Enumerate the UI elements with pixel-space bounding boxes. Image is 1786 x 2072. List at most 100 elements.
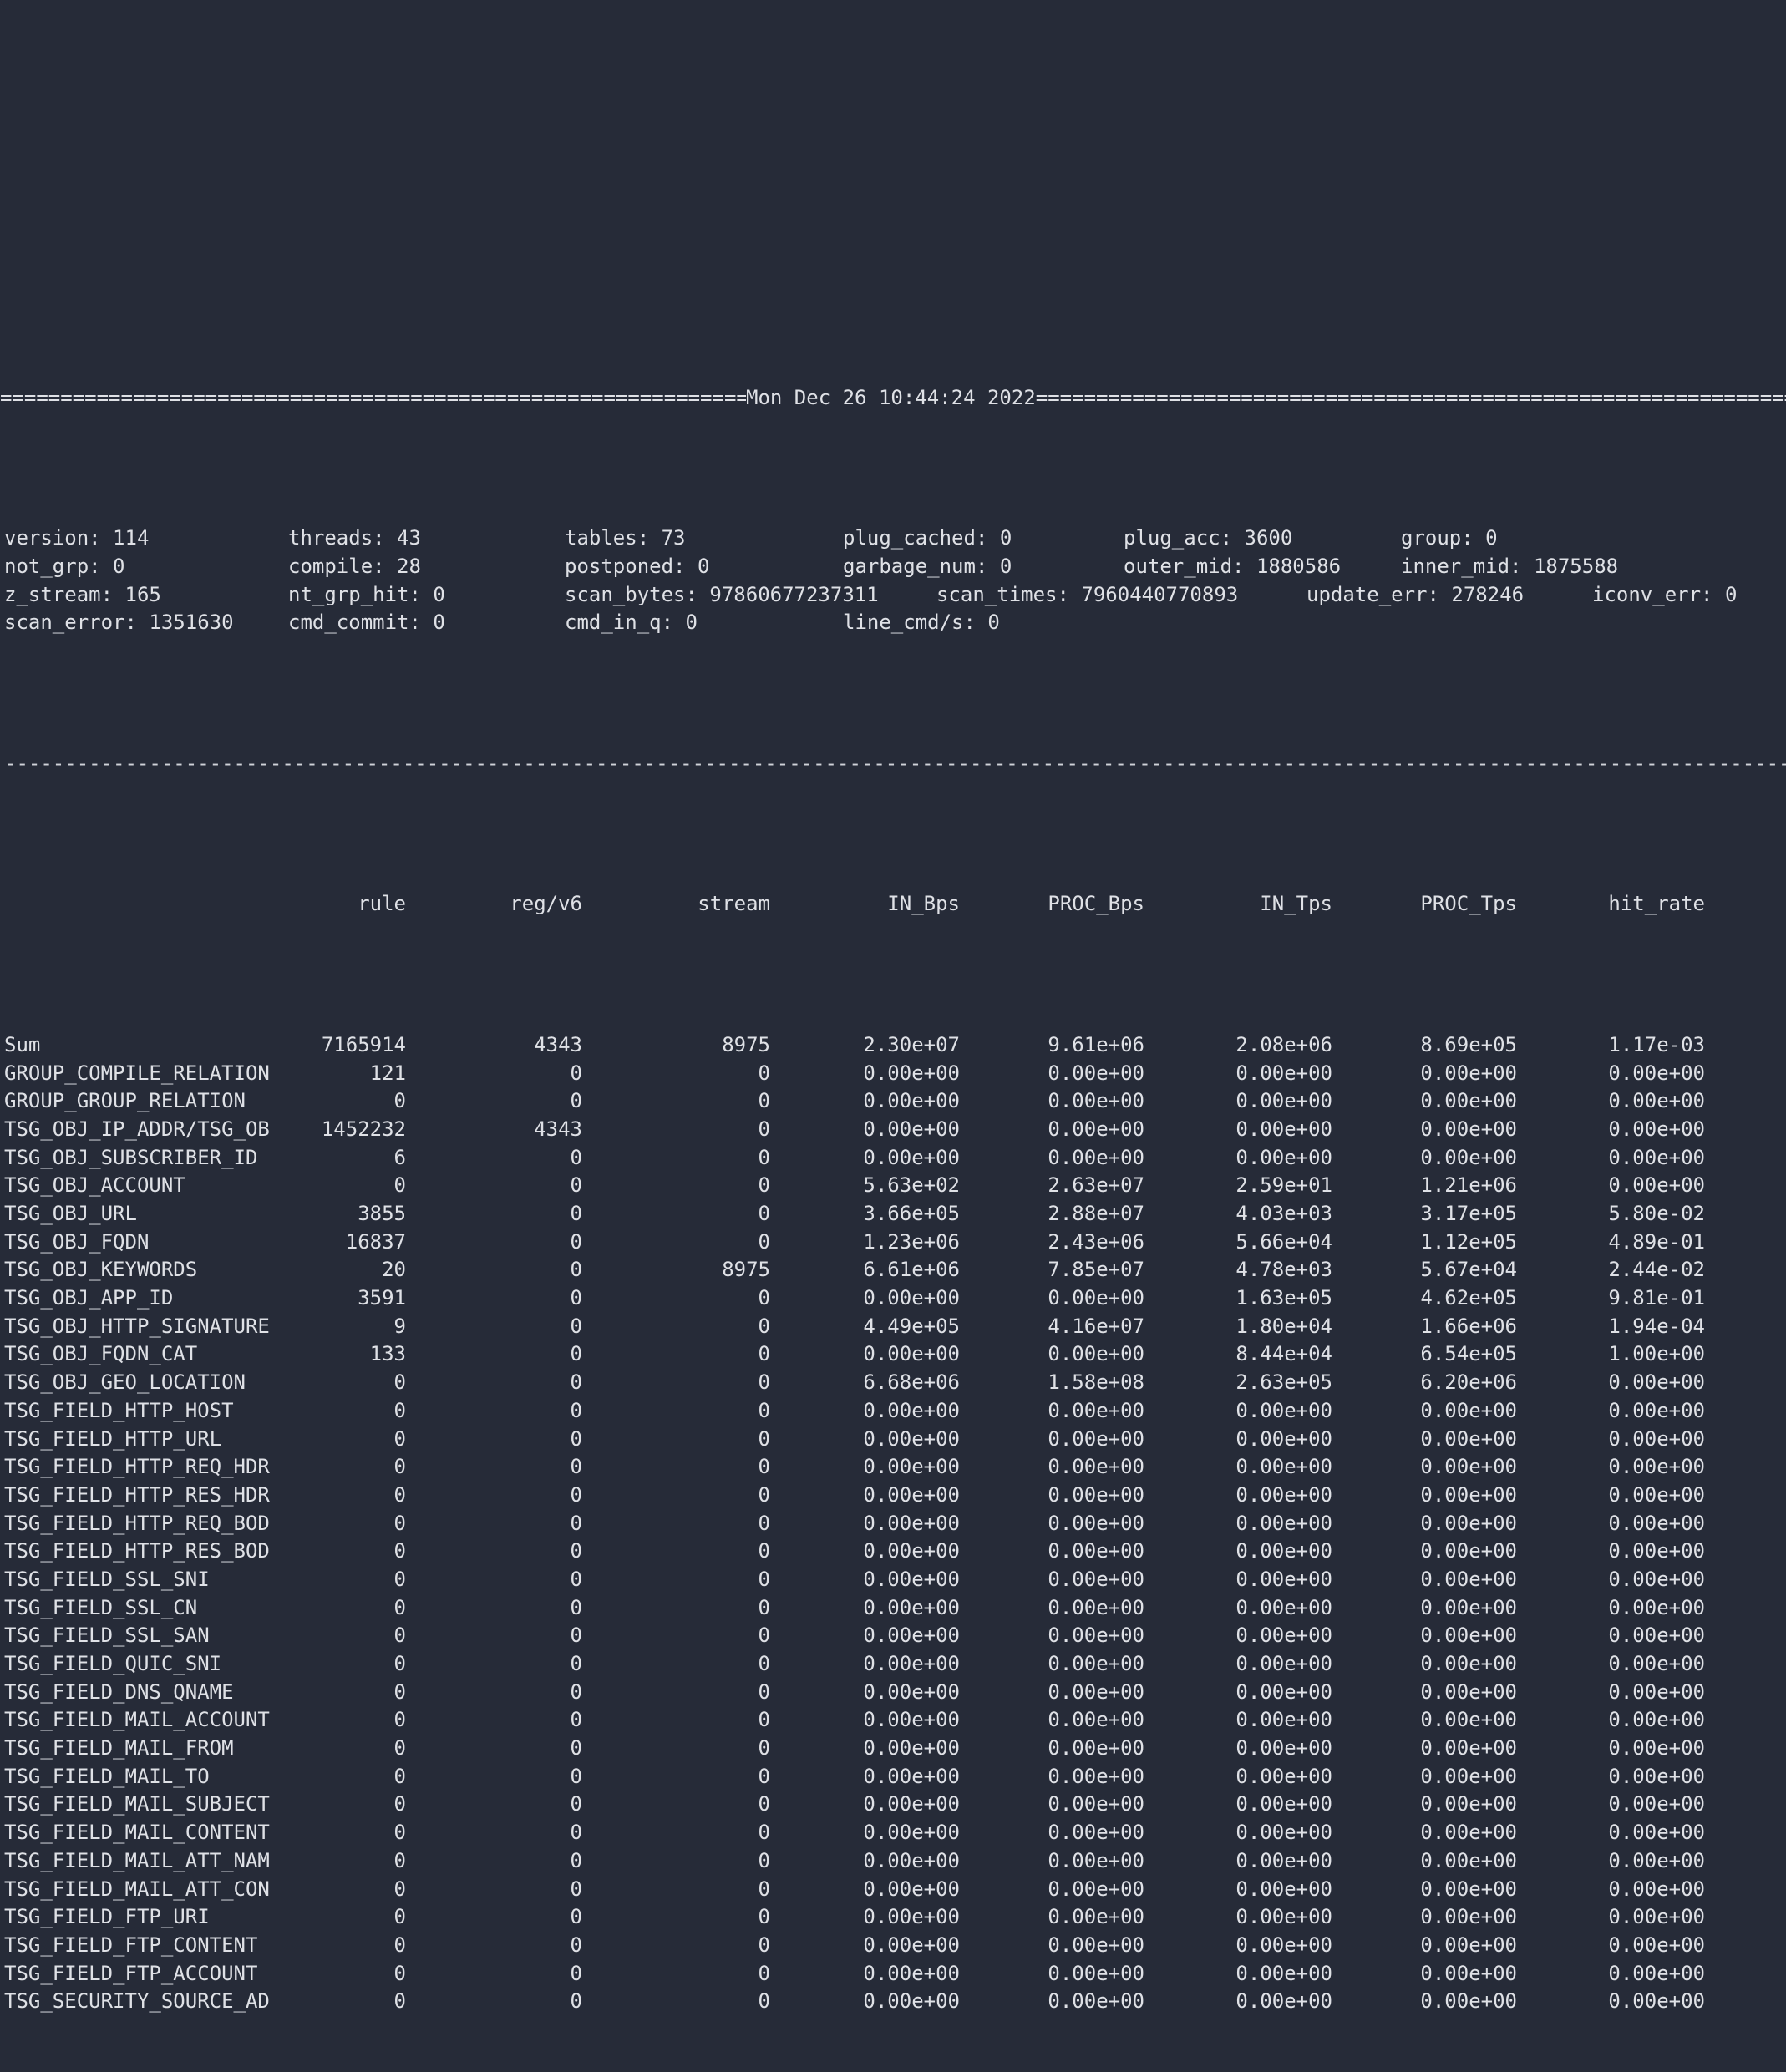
banner-timestamp: Mon Dec 26 10:44:24 2022: [746, 385, 1036, 409]
row-name: TSG_OBJ_SUBSCRIBER_ID: [4, 1145, 258, 1169]
stats-row-1: version: 114 threads: 43 tables: 73 plug_ca…: [0, 524, 1786, 553]
column-header-rule: rule: [358, 892, 406, 916]
cell-rule: 0: [393, 1905, 406, 1929]
stats-block: version: 114 threads: 43 tables: 73 plug_ca…: [0, 524, 1786, 637]
stat-z-stream: z_stream: 165: [4, 582, 161, 606]
cell-stream: 0: [758, 1652, 770, 1675]
cell-in-bps: 0.00e+00: [863, 1455, 960, 1479]
table-row: TSG_FIELD_MAIL_SUBJECT 0 0 0 0.00e+00 0.00e+0…: [0, 1791, 1786, 1819]
cell-proc-tps: 6.20e+06: [1420, 1370, 1517, 1395]
cell-proc-bps: 0.00e+00: [1048, 1286, 1144, 1310]
cell-stream: 0: [758, 1821, 770, 1845]
table-header-row: rule reg/v6 stream IN_Bps PROC_Bps IN_Tps PROC…: [0, 890, 1786, 919]
cell-in-bps: 0.00e+00: [863, 1961, 960, 1985]
cell-proc-bps: 4.16e+07: [1048, 1314, 1144, 1338]
stat-iconv-err: iconv_err: 0: [1592, 582, 1738, 606]
stat-garbage-num: garbage_num: 0: [843, 555, 1012, 578]
cell-reg-v6: 0: [570, 1426, 582, 1451]
cell-in-tps: 0.00e+00: [1235, 1511, 1332, 1535]
row-name: TSG_FIELD_FTP_URI: [4, 1905, 210, 1929]
cell-stream: 0: [758, 1398, 770, 1422]
stat-tables: tables: 73: [565, 526, 686, 550]
cell-rule: 0: [393, 1595, 406, 1619]
cell-rule: 0: [393, 1370, 406, 1395]
cell-reg-v6: 0: [570, 1764, 582, 1788]
cell-proc-tps: 0.00e+00: [1420, 1061, 1517, 1085]
cell-hit-rate: 0.00e+00: [1608, 1426, 1705, 1451]
cell-in-bps: 0.00e+00: [863, 1426, 960, 1451]
terminal-window[interactable]: ╭─vk at VK-MacBookAir-M2 in ~/Desktop us…: [0, 0, 1786, 2013]
cell-in-bps: 1.23e+06: [863, 1229, 960, 1254]
cell-in-tps: 4.03e+03: [1235, 1202, 1332, 1225]
table-row: TSG_FIELD_MAIL_ATT_CON 0 0 0 0.00e+00 0.00e+0…: [0, 1876, 1786, 1904]
cell-proc-bps: 0.00e+00: [1048, 1877, 1144, 1901]
cell-rule: 0: [393, 1624, 406, 1648]
cell-hit-rate: 0.00e+00: [1608, 1708, 1705, 1732]
cell-hit-rate: 4.89e-01: [1608, 1229, 1705, 1254]
row-name: TSG_FIELD_SSL_SNI: [4, 1567, 210, 1591]
cell-in-bps: 0.00e+00: [863, 1792, 960, 1816]
cell-in-tps: 0.00e+00: [1235, 1679, 1332, 1704]
cell-in-bps: 0.00e+00: [863, 1061, 960, 1085]
cell-in-bps: 3.66e+05: [863, 1202, 960, 1225]
cell-proc-tps: 0.00e+00: [1420, 1482, 1517, 1507]
cell-reg-v6: 0: [570, 1286, 582, 1310]
cell-in-tps: 0.00e+00: [1235, 1061, 1332, 1085]
cell-hit-rate: 0.00e+00: [1608, 1370, 1705, 1395]
cell-proc-tps: 0.00e+00: [1420, 1624, 1517, 1648]
cell-rule: 0: [393, 1089, 406, 1113]
table-row: TSG_FIELD_SSL_SAN 0 0 0 0.00e+00 0.00e+00 0.00…: [0, 1622, 1786, 1650]
cell-reg-v6: 0: [570, 1567, 582, 1591]
cell-rule: 0: [393, 1933, 406, 1957]
cell-proc-bps: 0.00e+00: [1048, 1652, 1144, 1675]
stat-update-err: update_err: 278246: [1307, 582, 1525, 606]
row-name: TSG_FIELD_QUIC_SNI: [4, 1652, 222, 1675]
stat-version: version: 114: [4, 526, 150, 550]
cell-rule: 20: [382, 1258, 406, 1282]
cell-hit-rate: 0.00e+00: [1608, 1595, 1705, 1619]
cell-in-bps: 4.49e+05: [863, 1314, 960, 1338]
cell-proc-tps: 0.00e+00: [1420, 1511, 1517, 1535]
cell-stream: 0: [758, 1286, 770, 1310]
cell-in-bps: 6.68e+06: [863, 1370, 960, 1395]
cell-rule: 0: [393, 1736, 406, 1760]
cell-rule: 0: [393, 1764, 406, 1788]
cell-proc-tps: 0.00e+00: [1420, 1792, 1517, 1816]
cell-reg-v6: 0: [570, 1455, 582, 1479]
cell-in-bps: 0.00e+00: [863, 1482, 960, 1507]
cell-hit-rate: 9.81e-01: [1608, 1286, 1705, 1310]
cell-hit-rate: 0.00e+00: [1608, 1624, 1705, 1648]
cell-hit-rate: 0.00e+00: [1608, 1511, 1705, 1535]
cell-rule: 0: [393, 1989, 406, 2014]
stat-compile: compile: 28: [288, 555, 421, 578]
table-row: TSG_FIELD_HTTP_REQ_BOD 0 0 0 0.00e+00 0.00e+0…: [0, 1510, 1786, 1538]
cell-hit-rate: 0.00e+00: [1608, 1989, 1705, 2014]
cell-proc-tps: 0.00e+00: [1420, 1961, 1517, 1985]
cell-reg-v6: 0: [570, 1482, 582, 1507]
cell-proc-tps: 0.00e+00: [1420, 1539, 1517, 1563]
cell-proc-bps: 0.00e+00: [1048, 1792, 1144, 1816]
row-name: GROUP_COMPILE_RELATION: [4, 1061, 270, 1085]
cell-rule: 121: [369, 1061, 406, 1085]
column-header-stream: stream: [698, 892, 770, 916]
stats-row-4: scan_error: 1351630 cmd_commit: 0 cmd_in_q…: [0, 609, 1786, 637]
cell-proc-bps: 2.43e+06: [1048, 1229, 1144, 1254]
cell-in-tps: 0.00e+00: [1235, 1848, 1332, 1872]
cell-hit-rate: 0.00e+00: [1608, 1173, 1705, 1198]
cell-proc-bps: 0.00e+00: [1048, 1145, 1144, 1169]
cell-reg-v6: 0: [570, 1511, 582, 1535]
cell-proc-bps: 0.00e+00: [1048, 1933, 1144, 1957]
stat-plug-cached: plug_cached: 0: [843, 526, 1012, 550]
cell-in-bps: 0.00e+00: [863, 1848, 960, 1872]
row-name: TSG_OBJ_FQDN_CAT: [4, 1342, 198, 1366]
row-name: TSG_FIELD_FTP_CONTENT: [4, 1933, 258, 1957]
cell-hit-rate: 0.00e+00: [1608, 1905, 1705, 1929]
cell-in-tps: 0.00e+00: [1235, 1652, 1332, 1675]
cell-proc-tps: 0.00e+00: [1420, 1117, 1517, 1141]
stat-outer-mid: outer_mid: 1880586: [1124, 555, 1342, 578]
row-name: GROUP_GROUP_RELATION: [4, 1089, 246, 1113]
cell-proc-tps: 0.00e+00: [1420, 1821, 1517, 1845]
cell-hit-rate: 5.80e-02: [1608, 1202, 1705, 1225]
cell-in-tps: 0.00e+00: [1235, 1792, 1332, 1816]
stat-threads: threads: 43: [288, 526, 421, 550]
